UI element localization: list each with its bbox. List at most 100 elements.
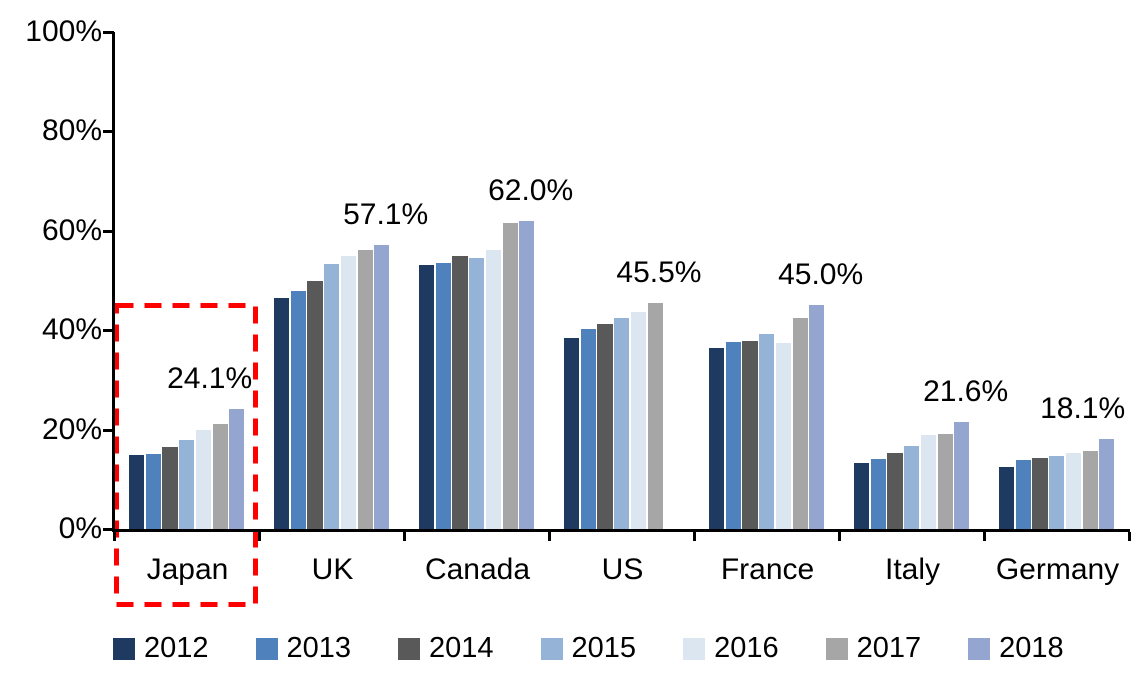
legend-swatch-2013 <box>255 637 278 660</box>
y-axis-tick-label: 20% <box>41 412 102 446</box>
x-axis-category-label-italy: Italy <box>884 553 941 586</box>
bar-france-2018 <box>809 305 825 529</box>
y-axis-tick <box>103 528 114 531</box>
bar-japan-2013 <box>145 454 161 529</box>
x-axis-tick <box>113 532 116 541</box>
bar-us-2013 <box>580 329 596 529</box>
bar-france-2017 <box>792 318 808 529</box>
legend-item-2012: 2012 <box>113 634 209 663</box>
y-axis-tick-label: 40% <box>41 313 102 347</box>
x-axis-category-label-france: France <box>720 553 815 586</box>
legend-swatch-2012 <box>113 637 135 660</box>
legend-swatch-2017 <box>825 637 848 660</box>
x-axis-tick <box>838 532 841 541</box>
y-axis-tick <box>103 329 114 333</box>
legend-item-2017: 2017 <box>825 632 922 664</box>
bar-germany-2015 <box>1049 456 1065 529</box>
x-axis-category-label-uk: UK <box>311 553 354 586</box>
y-axis-line <box>112 32 115 532</box>
legend-label-2012: 2012 <box>144 632 209 664</box>
legend-swatch-2016 <box>683 637 706 660</box>
legend-label-2017: 2017 <box>856 632 922 664</box>
x-axis-tick <box>1128 532 1131 541</box>
bar-japan-2012 <box>129 455 145 529</box>
legend-label-2016: 2016 <box>714 632 779 664</box>
x-axis-tick <box>693 532 696 541</box>
bar-canada-2013 <box>435 262 451 529</box>
bar-france-2013 <box>725 341 741 529</box>
bar-france-2012 <box>709 347 725 529</box>
bar-canada-2018 <box>519 220 535 529</box>
legend-label-2014: 2014 <box>429 632 494 664</box>
legend-swatch-2014 <box>398 637 421 660</box>
bar-uk-2014 <box>307 280 323 529</box>
x-axis-category-label-germany: Germany <box>995 553 1120 586</box>
bar-japan-2014 <box>162 447 178 529</box>
bar-canada-2014 <box>452 256 468 529</box>
bar-uk-2018 <box>374 245 390 529</box>
bar-us-2012 <box>564 338 580 529</box>
bar-us-2016 <box>630 312 646 529</box>
bar-italy-2017 <box>937 433 953 529</box>
y-axis-tick-label: 0% <box>58 512 102 545</box>
bar-germany-2018 <box>1099 439 1115 529</box>
data-label-japan: 24.1% <box>167 362 253 396</box>
bar-us-2014 <box>597 324 613 529</box>
bar-canada-2017 <box>502 222 518 529</box>
y-axis-tick <box>103 229 114 233</box>
bar-germany-2012 <box>999 467 1015 529</box>
legend-item-2013: 2013 <box>255 632 352 664</box>
bar-germany-2014 <box>1032 458 1048 529</box>
legend-item-2016: 2016 <box>683 634 779 663</box>
bar-italy-2015 <box>904 445 920 529</box>
bar-uk-2017 <box>357 249 373 529</box>
y-axis-tick <box>103 130 114 134</box>
bar-canada-2012 <box>419 265 435 529</box>
bar-italy-2016 <box>920 434 936 529</box>
legend-item-2015: 2015 <box>540 632 637 664</box>
bar-germany-2016 <box>1065 453 1081 529</box>
bar-japan-2016 <box>195 430 211 529</box>
data-label-france: 45.0% <box>778 258 864 292</box>
legend-label-2013: 2013 <box>286 632 352 664</box>
data-label-uk: 57.1% <box>343 198 429 232</box>
bar-us-2015 <box>614 318 630 529</box>
y-axis-tick <box>103 31 114 34</box>
data-label-italy: 21.6% <box>923 374 1009 408</box>
y-axis-tick-label: 100% <box>25 15 102 48</box>
bar-italy-2014 <box>887 453 903 529</box>
y-axis-tick-label: 80% <box>41 114 102 148</box>
x-axis-category-label-us: US <box>601 553 644 586</box>
x-axis-tick <box>403 532 406 541</box>
bar-canada-2016 <box>485 249 501 529</box>
legend-label-2018: 2018 <box>999 632 1064 664</box>
bar-japan-2015 <box>179 440 195 529</box>
x-axis-line <box>112 529 1130 532</box>
x-axis-tick <box>983 532 986 541</box>
data-label-us: 45.5% <box>616 255 702 289</box>
bar-canada-2015 <box>469 257 485 529</box>
y-axis-tick-label: 60% <box>41 213 102 247</box>
legend-swatch-2018 <box>968 637 991 660</box>
bar-japan-2017 <box>212 424 228 529</box>
x-axis-tick <box>258 532 261 541</box>
bar-us-2017 <box>647 302 663 529</box>
bar-france-2015 <box>759 333 775 529</box>
x-axis-tick <box>548 532 551 541</box>
y-axis-tick <box>103 428 114 432</box>
x-axis-category-label-canada: Canada <box>424 553 531 586</box>
legend-label-2015: 2015 <box>571 632 637 664</box>
legend-swatch-2015 <box>540 637 563 660</box>
bar-italy-2013 <box>870 458 886 529</box>
bar-germany-2013 <box>1015 459 1031 529</box>
bar-uk-2015 <box>324 264 340 529</box>
bar-japan-2018 <box>229 409 245 529</box>
bar-germany-2017 <box>1082 450 1098 529</box>
bar-france-2014 <box>742 341 758 529</box>
legend-item-2014: 2014 <box>398 634 494 663</box>
bar-italy-2018 <box>954 421 970 529</box>
legend-item-2018: 2018 <box>968 634 1064 663</box>
bar-uk-2012 <box>274 297 290 529</box>
bar-france-2016 <box>775 343 791 529</box>
